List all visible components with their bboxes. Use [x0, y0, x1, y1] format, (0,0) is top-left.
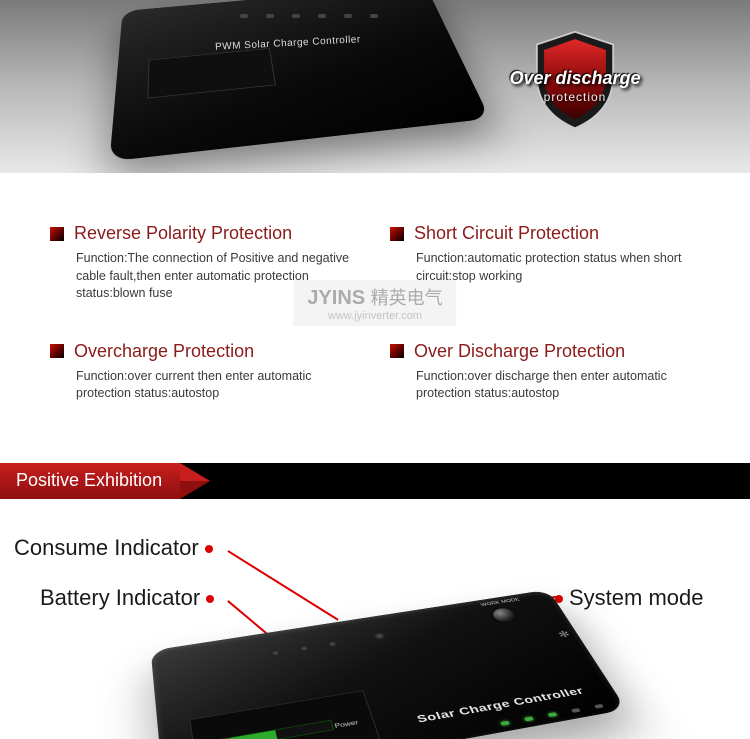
feature-title: Short Circuit Protection — [414, 223, 599, 244]
section-header-bar: Positive Exhibition — [0, 463, 750, 499]
bullet-icon — [50, 344, 64, 358]
watermark-url: www.jyinverter.com — [307, 310, 442, 322]
bullet-icon — [390, 344, 404, 358]
feature-title: Reverse Polarity Protection — [74, 223, 292, 244]
hero-led-row — [240, 14, 378, 18]
snowflake-icon: ✻ — [556, 628, 573, 640]
feature-desc: Function:over discharge then enter autom… — [416, 368, 696, 403]
callout-battery-indicator: Battery Indicator — [40, 585, 214, 611]
feature-reverse-polarity: Reverse Polarity Protection Function:The… — [50, 223, 360, 303]
feature-desc: Function:automatic protection status whe… — [416, 250, 696, 285]
device-brand-text: Solar Charge Controller — [415, 684, 586, 724]
indicator-dot-icon — [270, 649, 281, 657]
indicator-dot-icon — [299, 644, 310, 652]
feature-short-circuit: Short Circuit Protection Function:automa… — [390, 223, 700, 303]
power-bar-icon — [205, 719, 335, 738]
mode-knob-icon — [488, 605, 521, 624]
section-header-title: Positive Exhibition — [16, 470, 162, 491]
callout-consume-indicator: Consume Indicator — [14, 535, 213, 561]
device-mode-label: WORK MODE — [480, 597, 520, 607]
feature-over-discharge: Over Discharge Protection Function:over … — [390, 341, 700, 403]
section-header-ribbon: Positive Exhibition — [0, 463, 180, 499]
features-grid: Reverse Polarity Protection Function:The… — [0, 173, 750, 433]
exhibition-diagram: Consume Indicator Battery Indicator Syst… — [0, 499, 750, 739]
hero-banner: PWM Solar Charge Controller Over dischar… — [0, 0, 750, 173]
lead-line — [228, 550, 339, 620]
indicator-dot-icon — [327, 640, 338, 647]
feature-title: Overcharge Protection — [74, 341, 254, 362]
feature-desc: Function:The connection of Positive and … — [76, 250, 356, 303]
device-illustration: WORK MODE ✻ Over voltage Power Solar Cha… — [151, 589, 627, 738]
badge-main-text: Over discharge — [509, 68, 640, 89]
badge-sub-text: protection — [544, 90, 607, 104]
hero-device-illustration — [109, 0, 490, 161]
panel-label-right: Power — [334, 719, 359, 730]
feature-desc: Function:over current then enter automat… — [76, 368, 356, 403]
feature-overcharge: Overcharge Protection Function:over curr… — [50, 341, 360, 403]
bullet-icon — [390, 227, 404, 241]
indicator-dot-icon — [373, 631, 387, 640]
device-panel: Over voltage Power — [189, 690, 380, 739]
feature-title: Over Discharge Protection — [414, 341, 625, 362]
protection-badge: Over discharge protection — [500, 30, 650, 130]
bullet-icon — [50, 227, 64, 241]
callout-system-mode: System mode — [555, 585, 704, 611]
